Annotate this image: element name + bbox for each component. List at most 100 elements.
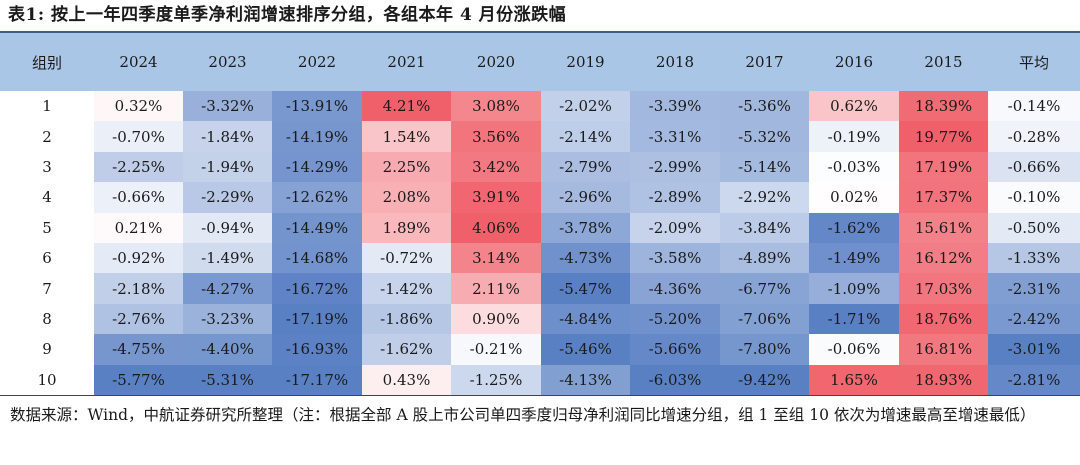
return-cell: -2.96% bbox=[541, 182, 630, 213]
return-cell: -7.06% bbox=[720, 303, 809, 335]
return-cell: 2.08% bbox=[362, 182, 451, 213]
header-average: 平均 bbox=[988, 33, 1080, 91]
return-cell: -0.66% bbox=[94, 182, 183, 213]
return-cell: -16.72% bbox=[272, 273, 362, 304]
return-cell: -14.19% bbox=[272, 121, 362, 152]
group-label: 7 bbox=[0, 273, 94, 304]
return-cell: -4.27% bbox=[183, 273, 272, 304]
header-year-2021: 2021 bbox=[362, 33, 451, 91]
return-cell: -5.47% bbox=[541, 273, 630, 304]
return-cell: -1.84% bbox=[183, 121, 272, 152]
return-cell: 17.37% bbox=[899, 182, 988, 213]
return-cell: -2.25% bbox=[94, 151, 183, 183]
return-cell: -1.42% bbox=[362, 273, 451, 304]
return-cell: 3.56% bbox=[451, 121, 541, 152]
return-cell: -2.89% bbox=[630, 182, 720, 213]
header-year-2016: 2016 bbox=[809, 33, 899, 91]
return-cell: 18.39% bbox=[899, 91, 988, 122]
return-cell: 0.62% bbox=[809, 91, 899, 122]
return-cell: 1.54% bbox=[362, 121, 451, 152]
return-cell: -7.80% bbox=[720, 334, 809, 365]
return-cell: -0.10% bbox=[988, 182, 1080, 213]
return-cell: -2.76% bbox=[94, 303, 183, 335]
return-cell: 18.93% bbox=[899, 364, 988, 395]
group-label: 5 bbox=[0, 212, 94, 243]
return-cell: -0.21% bbox=[451, 334, 541, 365]
header-year-2022: 2022 bbox=[272, 33, 362, 91]
return-cell: -1.62% bbox=[809, 212, 899, 243]
header-year-2024: 2024 bbox=[94, 33, 183, 91]
return-cell: -4.84% bbox=[541, 303, 630, 335]
return-cell: -5.66% bbox=[630, 334, 720, 365]
return-cell: -1.62% bbox=[362, 334, 451, 365]
return-cell: -0.03% bbox=[809, 151, 899, 183]
return-cell: -1.49% bbox=[809, 242, 899, 274]
group-label: 10 bbox=[0, 364, 94, 395]
return-cell: -0.06% bbox=[809, 334, 899, 365]
return-cell: -4.89% bbox=[720, 242, 809, 274]
returns-table: 组别 2024 2023 2022 2021 2020 2019 2018 20… bbox=[0, 33, 1080, 395]
return-cell: 0.02% bbox=[809, 182, 899, 213]
return-cell: 3.14% bbox=[451, 242, 541, 274]
table-title: 表1: 按上一年四季度单季净利润增速排序分组，各组本年 4 月份涨跌幅 bbox=[8, 5, 567, 25]
return-cell: 15.61% bbox=[899, 212, 988, 243]
header-year-2020: 2020 bbox=[451, 33, 541, 91]
return-cell: -0.14% bbox=[988, 91, 1080, 122]
table-row: 2 -0.70% -1.84% -14.19% 1.54% 3.56% -2.14% -3.3… bbox=[0, 121, 1080, 152]
return-cell: -0.19% bbox=[809, 121, 899, 152]
return-cell: -2.99% bbox=[630, 151, 720, 183]
table-body: 1 0.32% -3.32% -13.91% 4.21% 3.08% -2.02% -3.39… bbox=[0, 91, 1080, 395]
table-row: 5 0.21% -0.94% -14.49% 1.89% 4.06% -3.78% -2.09… bbox=[0, 212, 1080, 243]
return-cell: -2.31% bbox=[988, 273, 1080, 304]
return-cell: -0.94% bbox=[183, 212, 272, 243]
return-cell: -0.72% bbox=[362, 242, 451, 274]
return-cell: -1.71% bbox=[809, 303, 899, 335]
return-cell: -4.13% bbox=[541, 364, 630, 395]
return-cell: -1.25% bbox=[451, 364, 541, 395]
group-label: 8 bbox=[0, 303, 94, 335]
table-row: 4 -0.66% -2.29% -12.62% 2.08% 3.91% -2.96% -2.8… bbox=[0, 182, 1080, 213]
return-cell: -5.32% bbox=[720, 121, 809, 152]
group-label: 6 bbox=[0, 242, 94, 274]
return-cell: -0.28% bbox=[988, 121, 1080, 152]
group-label: 3 bbox=[0, 151, 94, 183]
group-label: 2 bbox=[0, 121, 94, 152]
return-cell: -12.62% bbox=[272, 182, 362, 213]
return-cell: 0.32% bbox=[94, 91, 183, 122]
return-cell: -9.42% bbox=[720, 364, 809, 395]
return-cell: -16.93% bbox=[272, 334, 362, 365]
return-cell: -5.31% bbox=[183, 364, 272, 395]
return-cell: -0.66% bbox=[988, 151, 1080, 183]
return-cell: 3.91% bbox=[451, 182, 541, 213]
return-cell: -4.73% bbox=[541, 242, 630, 274]
return-cell: -4.40% bbox=[183, 334, 272, 365]
header-year-2018: 2018 bbox=[630, 33, 720, 91]
table-row: 7 -2.18% -4.27% -16.72% -1.42% 2.11% -5.47% -4.… bbox=[0, 273, 1080, 304]
return-cell: 18.76% bbox=[899, 303, 988, 335]
return-cell: 1.65% bbox=[809, 364, 899, 395]
return-cell: 0.90% bbox=[451, 303, 541, 335]
return-cell: -2.02% bbox=[541, 91, 630, 122]
return-cell: -3.01% bbox=[988, 334, 1080, 365]
return-cell: -2.79% bbox=[541, 151, 630, 183]
return-cell: -3.58% bbox=[630, 242, 720, 274]
return-cell: -5.14% bbox=[720, 151, 809, 183]
return-cell: -3.23% bbox=[183, 303, 272, 335]
return-cell: 2.11% bbox=[451, 273, 541, 304]
group-label: 9 bbox=[0, 334, 94, 365]
return-cell: -17.19% bbox=[272, 303, 362, 335]
table-row: 1 0.32% -3.32% -13.91% 4.21% 3.08% -2.02% -3.39… bbox=[0, 91, 1080, 122]
return-cell: -14.49% bbox=[272, 212, 362, 243]
return-cell: -3.39% bbox=[630, 91, 720, 122]
return-cell: -2.92% bbox=[720, 182, 809, 213]
return-cell: -0.92% bbox=[94, 242, 183, 274]
return-cell: -2.81% bbox=[988, 364, 1080, 395]
return-cell: -1.09% bbox=[809, 273, 899, 304]
source-note: 数据来源：Wind，中航证券研究所整理（注：根据全部 A 股上市公司单四季度归母… bbox=[10, 406, 1036, 424]
return-cell: -2.42% bbox=[988, 303, 1080, 335]
return-cell: 3.42% bbox=[451, 151, 541, 183]
return-cell: -2.18% bbox=[94, 273, 183, 304]
header-year-2023: 2023 bbox=[183, 33, 272, 91]
group-label: 4 bbox=[0, 182, 94, 213]
return-cell: -1.94% bbox=[183, 151, 272, 183]
